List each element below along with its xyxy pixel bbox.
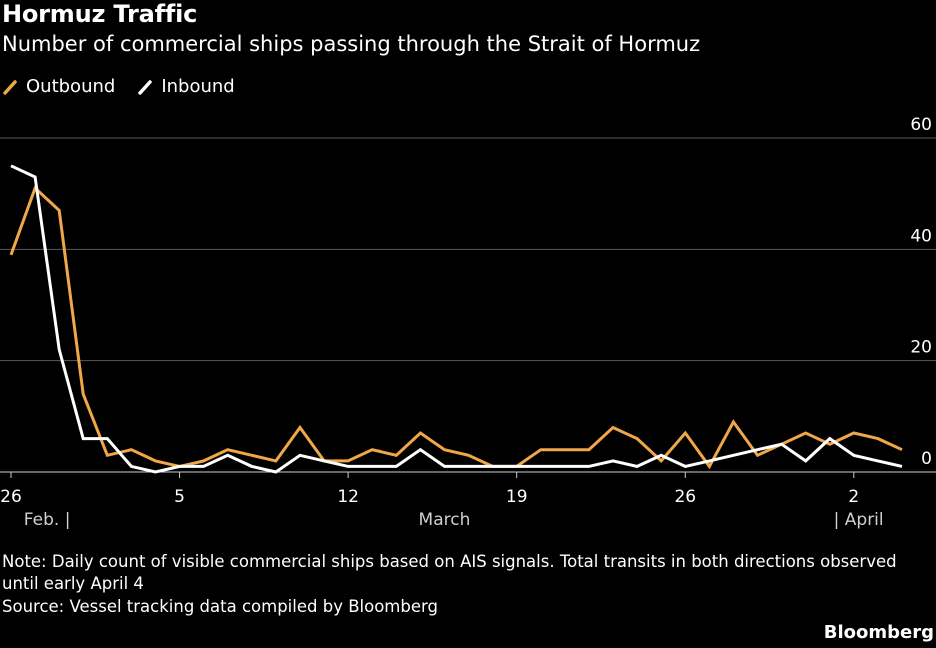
chart-note: Note: Daily count of visible commercial … — [2, 552, 897, 593]
series-line-outbound — [9, 185, 903, 470]
month-label: | April — [834, 510, 884, 530]
y-axis-ticks: 0 20 40 60 — [910, 115, 932, 469]
legend-item-inbound: Inbound — [137, 76, 235, 97]
legend-label-outbound: Outbound — [26, 76, 116, 97]
x-tick-label: 12 — [337, 487, 359, 507]
chart-title: Hormuz Traffic — [2, 0, 198, 28]
x-tick-label: 26 — [0, 487, 22, 507]
x-axis-ticks: 26 5 12 19 26 2 — [0, 472, 859, 507]
y-tick-label: 0 — [921, 449, 932, 469]
legend-swatch-inbound-icon — [138, 79, 153, 95]
y-tick-label: 60 — [910, 115, 932, 135]
month-label: March — [419, 510, 471, 530]
month-labels: Feb. | March | April — [24, 510, 884, 530]
legend: Outbound Inbound — [2, 76, 257, 97]
grid-layer — [0, 137, 936, 473]
series-line-inbound — [10, 164, 903, 474]
x-tick-label: 26 — [674, 487, 696, 507]
brand-logo: Bloomberg — [823, 622, 934, 643]
chart-source: Source: Vessel tracking data compiled by… — [2, 597, 438, 616]
legend-label-inbound: Inbound — [161, 76, 235, 97]
y-tick-label: 40 — [910, 226, 932, 246]
x-tick-label: 5 — [174, 487, 185, 507]
series-layer — [9, 164, 903, 474]
legend-item-outbound: Outbound — [2, 76, 115, 97]
chart-subtitle: Number of commercial ships passing throu… — [2, 32, 701, 56]
legend-swatch-outbound-icon — [3, 79, 17, 95]
x-tick-label: 19 — [506, 487, 528, 507]
x-tick-label: 2 — [848, 487, 859, 507]
month-label: Feb. | — [24, 510, 71, 530]
y-tick-label: 20 — [910, 338, 932, 358]
